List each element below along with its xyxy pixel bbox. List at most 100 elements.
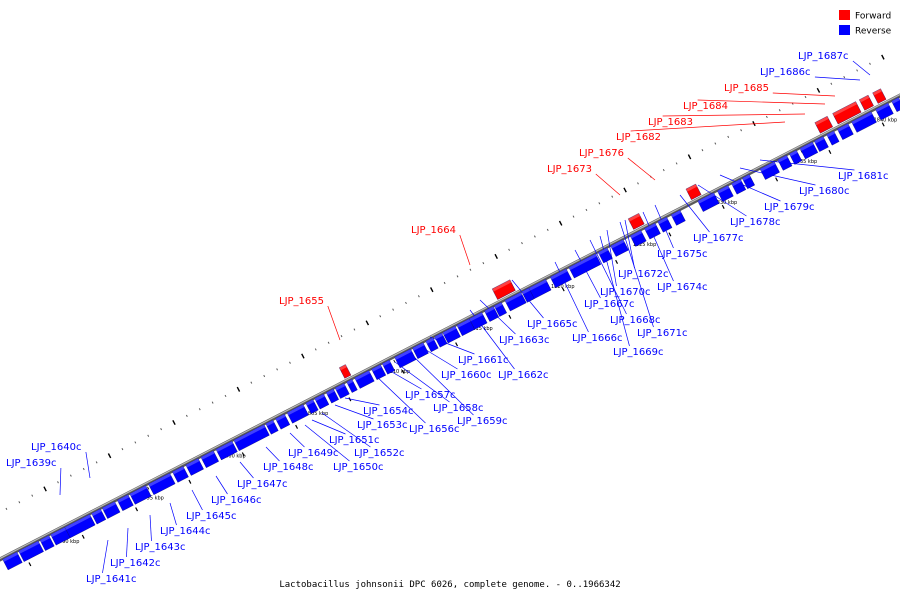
gene-label-ljp-1645c[interactable]: LJP_1645c xyxy=(186,511,237,522)
gene-label-ljp-1683[interactable]: LJP_1683 xyxy=(648,117,693,128)
gene-label-ljp-1669c[interactable]: LJP_1669c xyxy=(613,347,664,358)
scale-tick xyxy=(147,486,150,490)
gene-label-ljp-1647c[interactable]: LJP_1647c xyxy=(237,479,288,490)
gene-label-ljp-1646c[interactable]: LJP_1646c xyxy=(211,495,262,506)
minor-tick xyxy=(494,253,498,259)
gene-label-ljp-1643c[interactable]: LJP_1643c xyxy=(135,542,186,553)
scale-label: 1800 kbp xyxy=(222,454,246,460)
minor-tick xyxy=(250,381,253,384)
reverse-gene xyxy=(717,185,734,202)
reverse-gene xyxy=(346,378,358,393)
gene-label-ljp-1660c[interactable]: LJP_1660c xyxy=(441,370,492,381)
reverse-gene xyxy=(334,383,350,399)
gene-label-ljp-1687c[interactable]: LJP_1687c xyxy=(798,51,849,62)
reverse-gene xyxy=(568,253,602,279)
lower-tick xyxy=(188,479,192,484)
leader-line xyxy=(624,219,635,269)
gene-label-ljp-1672c[interactable]: LJP_1672c xyxy=(618,269,669,280)
minor-tick xyxy=(392,308,394,311)
gene-label-ljp-1663c[interactable]: LJP_1663c xyxy=(499,335,550,346)
reverse-gene xyxy=(644,222,661,240)
gene-label-ljp-1668c[interactable]: LJP_1668c xyxy=(610,315,661,326)
legend-reverse-label: Reverse xyxy=(855,27,892,37)
gene-label-ljp-1676[interactable]: LJP_1676 xyxy=(579,148,624,159)
gene-label-ljp-1649c[interactable]: LJP_1649c xyxy=(288,448,339,459)
legend-reverse-swatch xyxy=(839,25,850,35)
gene-label-ljp-1682[interactable]: LJP_1682 xyxy=(616,132,661,143)
minor-tick xyxy=(558,220,563,226)
gene-label-ljp-1656c[interactable]: LJP_1656c xyxy=(409,424,460,435)
gene-label-ljp-1662c[interactable]: LJP_1662c xyxy=(498,370,549,381)
leader-line xyxy=(642,211,674,282)
leader-line xyxy=(662,113,806,117)
reverse-gene xyxy=(64,514,96,539)
reverse-gene xyxy=(172,466,189,483)
minor-tick xyxy=(843,75,846,79)
reverse-gene xyxy=(891,97,900,112)
gene-label-ljp-1678c[interactable]: LJP_1678c xyxy=(730,217,781,228)
minor-tick xyxy=(572,215,575,218)
gene-label-ljp-1658c[interactable]: LJP_1658c xyxy=(433,403,484,414)
gene-label-ljp-1650c[interactable]: LJP_1650c xyxy=(333,462,384,473)
gene-label-ljp-1684[interactable]: LJP_1684 xyxy=(683,101,728,112)
leader-line xyxy=(239,461,254,479)
gene-label-ljp-1681c[interactable]: LJP_1681c xyxy=(838,171,889,182)
gene-label-ljp-1679c[interactable]: LJP_1679c xyxy=(764,202,815,213)
gene-label-ljp-1640c[interactable]: LJP_1640c xyxy=(31,442,82,453)
lower-tick xyxy=(561,287,565,292)
leader-line xyxy=(679,194,710,233)
minor-tick xyxy=(816,87,821,93)
gene-label-ljp-1675c[interactable]: LJP_1675c xyxy=(657,249,708,260)
gene-label-ljp-1642c[interactable]: LJP_1642c xyxy=(110,558,161,569)
gene-label-ljp-1664[interactable]: LJP_1664 xyxy=(411,225,456,236)
lower-tick xyxy=(455,342,459,347)
minor-tick xyxy=(69,474,72,477)
gene-label-ljp-1652c[interactable]: LJP_1652c xyxy=(354,448,405,459)
gene-label-ljp-1641c[interactable]: LJP_1641c xyxy=(86,574,137,585)
gene-label-ljp-1670c[interactable]: LJP_1670c xyxy=(600,287,651,298)
reverse-gene xyxy=(521,287,535,303)
forward-gene xyxy=(339,364,352,379)
reverse-gene xyxy=(875,102,894,121)
minor-tick xyxy=(417,295,420,298)
gene-label-ljp-1666c[interactable]: LJP_1666c xyxy=(572,333,623,344)
gene-label-ljp-1639c[interactable]: LJP_1639c xyxy=(6,458,57,469)
reverse-gene xyxy=(629,230,647,247)
gene-label-ljp-1685[interactable]: LJP_1685 xyxy=(724,83,769,94)
minor-tick xyxy=(533,235,536,238)
gene-label-ljp-1673[interactable]: LJP_1673 xyxy=(547,164,592,175)
gene-label-ljp-1648c[interactable]: LJP_1648c xyxy=(263,462,314,473)
minor-tick xyxy=(804,95,807,99)
minor-tick xyxy=(107,453,112,459)
gene-label-ljp-1651c[interactable]: LJP_1651c xyxy=(329,435,380,446)
gene-label-ljp-1655[interactable]: LJP_1655 xyxy=(279,296,324,307)
gene-label-ljp-1665c[interactable]: LJP_1665c xyxy=(527,319,578,330)
reverse-gene xyxy=(442,325,461,344)
gene-label-ljp-1657c[interactable]: LJP_1657c xyxy=(405,390,456,401)
minor-tick xyxy=(727,135,730,138)
gene-label-ljp-1653c[interactable]: LJP_1653c xyxy=(357,420,408,431)
reverse-gene xyxy=(371,364,387,380)
lower-tick xyxy=(295,424,299,429)
reverse-gene xyxy=(129,485,152,505)
lower-tick xyxy=(881,122,885,127)
reverse-gene xyxy=(610,239,629,257)
gene-label-ljp-1671c[interactable]: LJP_1671c xyxy=(637,328,688,339)
gene-label-ljp-1677c[interactable]: LJP_1677c xyxy=(693,233,744,244)
scale-tick xyxy=(393,359,396,363)
gene-label-ljp-1667c[interactable]: LJP_1667c xyxy=(584,299,635,310)
gene-label-ljp-1659c[interactable]: LJP_1659c xyxy=(457,416,508,427)
gene-label-ljp-1680c[interactable]: LJP_1680c xyxy=(799,186,850,197)
minor-tick xyxy=(856,69,858,72)
scale-label: 1825 kbp xyxy=(633,242,657,248)
gene-label-ljp-1674c[interactable]: LJP_1674c xyxy=(657,282,708,293)
gene-label-ljp-1686c[interactable]: LJP_1686c xyxy=(760,67,811,78)
minor-tick xyxy=(662,168,665,172)
minor-tick xyxy=(405,301,407,305)
gene-label-ljp-1661c[interactable]: LJP_1661c xyxy=(458,355,509,366)
minor-tick xyxy=(778,109,781,112)
gene-label-ljp-1644c[interactable]: LJP_1644c xyxy=(160,526,211,537)
reverse-gene xyxy=(314,393,330,410)
gene-label-ljp-1654c[interactable]: LJP_1654c xyxy=(363,406,414,417)
